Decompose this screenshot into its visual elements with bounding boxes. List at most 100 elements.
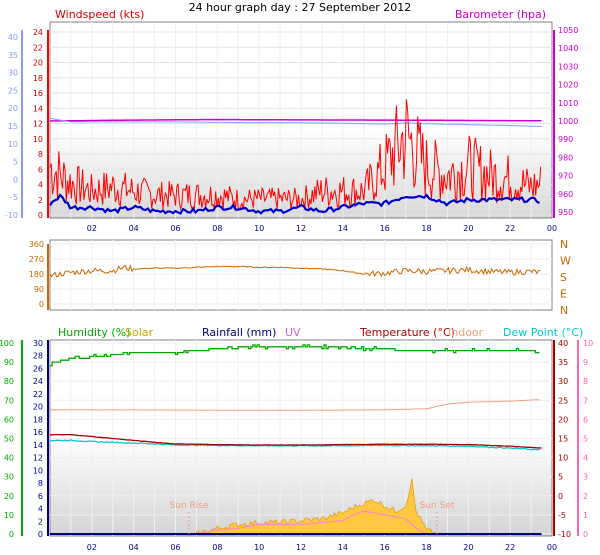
far-left-tick-label: 5 — [13, 158, 18, 167]
wind-tick-label: 8 — [38, 150, 43, 159]
humidity-tick-label: 30 — [4, 473, 14, 482]
humidity-tick-label: 90 — [4, 358, 14, 367]
far-left-tick-label: 25 — [8, 86, 18, 95]
temp-panel-ticks: 1009080706050403020100302826242220181614… — [0, 339, 593, 552]
uv-tick-label: 9 — [583, 358, 588, 367]
temp-tick-label: 10 — [558, 454, 568, 463]
hour-tick-label: 08 — [212, 543, 222, 552]
direction-tick-label: 360 — [29, 240, 44, 249]
baro-tick-label: 1040 — [558, 44, 578, 53]
baro-tick-label: 1010 — [558, 99, 578, 108]
temp-tick-label: 40 — [558, 339, 568, 348]
barometer-line — [49, 118, 542, 122]
humidity-tick-label: 40 — [4, 454, 14, 463]
hour-tick-label: 20 — [463, 224, 473, 233]
hour-tick-label: 20 — [463, 543, 473, 552]
rain-tick-label: 18 — [33, 415, 43, 424]
humidity-label: Humidity (%) — [58, 326, 130, 339]
temp-tick-label: 15 — [558, 435, 568, 444]
rain-tick-label: 12 — [33, 454, 43, 463]
rain-tick-label: 24 — [33, 377, 43, 386]
wind-tick-label: 4 — [38, 181, 43, 190]
baro-tick-label: 1020 — [558, 81, 578, 90]
rain-tick-label: 26 — [33, 364, 43, 373]
graph-title: 24 hour graph day : 27 September 2012 — [189, 1, 412, 14]
uv-tick-label: 4 — [583, 454, 588, 463]
wind-tick-label: 20 — [33, 59, 43, 68]
wind-tick-label: 14 — [33, 104, 43, 113]
hour-tick-label: 22 — [505, 543, 515, 552]
hour-tick-label: 12 — [296, 543, 306, 552]
temp-tick-label: 20 — [558, 415, 568, 424]
humidity-line — [50, 344, 540, 367]
dewpoint-label: Dew Point (°C) — [503, 326, 583, 339]
far-left-tick-label: 15 — [8, 122, 18, 131]
rain-tick-label: 4 — [38, 505, 43, 514]
temp-tick-label: 5 — [558, 473, 563, 482]
rain-tick-label: 0 — [38, 530, 43, 539]
rain-tick-label: 28 — [33, 352, 43, 361]
wind-panel-ticks: 2422201816141210864201050104010301020101… — [5, 26, 578, 233]
humidity-tick-label: 70 — [4, 396, 14, 405]
far-left-tick-label: 20 — [8, 104, 18, 113]
wind-average-line — [49, 193, 540, 215]
solar-label: Solar — [125, 326, 154, 339]
solar-area — [195, 478, 439, 535]
sunset-label: Sun Set — [420, 501, 455, 511]
hour-tick-label: 06 — [170, 543, 180, 552]
direction-tick-label: 0 — [39, 300, 44, 309]
humidity-tick-label: 60 — [4, 415, 14, 424]
far-left-tick-label: -5 — [10, 193, 18, 202]
windspeed-label: Windspeed (kts) — [55, 8, 144, 21]
direction-panel-grid — [50, 240, 552, 310]
barometer-secondary-line — [49, 117, 542, 127]
far-left-tick-label: -10 — [5, 211, 18, 220]
uv-tick-label: 5 — [583, 435, 588, 444]
wind-tick-label: 0 — [38, 211, 43, 220]
temp-tick-label: 25 — [558, 396, 568, 405]
wind-tick-label: 12 — [33, 120, 43, 129]
hour-tick-label: 10 — [254, 543, 264, 552]
temp-panel-grid — [50, 340, 552, 536]
uv-tick-label: 10 — [583, 339, 593, 348]
hour-tick-label: 08 — [212, 224, 222, 233]
wind-tick-label: 10 — [33, 135, 43, 144]
rain-tick-label: 22 — [33, 390, 43, 399]
hour-tick-label: 06 — [170, 224, 180, 233]
rain-tick-label: 2 — [38, 517, 43, 526]
rain-tick-label: 16 — [33, 428, 43, 437]
compass-label: E — [560, 288, 567, 301]
humidity-tick-label: 10 — [4, 511, 14, 520]
baro-tick-label: 960 — [558, 190, 573, 199]
hour-tick-label: 18 — [421, 543, 431, 552]
rain-tick-label: 20 — [33, 403, 43, 412]
temp-tick-label: -10 — [558, 530, 571, 539]
temp-tick-label: 30 — [558, 377, 568, 386]
baro-tick-label: 1030 — [558, 62, 578, 71]
wind-tick-label: 16 — [33, 89, 43, 98]
wind-direction-line — [49, 264, 541, 278]
baro-tick-label: 980 — [558, 153, 573, 162]
wind-tick-label: 6 — [38, 165, 43, 174]
humidity-tick-label: 0 — [9, 530, 14, 539]
hour-tick-label: 04 — [129, 543, 139, 552]
rain-tick-label: 30 — [33, 339, 43, 348]
compass-label: W — [560, 255, 571, 268]
temp-panel-series — [49, 344, 542, 535]
temp-panel-fills — [195, 478, 439, 535]
humidity-tick-label: 100 — [0, 339, 14, 348]
uv-tick-label: 0 — [583, 530, 588, 539]
hour-tick-label: 16 — [380, 543, 390, 552]
windspeed-line — [49, 99, 542, 211]
far-left-tick-label: 0 — [13, 175, 18, 184]
uv-tick-label: 6 — [583, 415, 588, 424]
wind-tick-label: 2 — [38, 196, 43, 205]
baro-tick-label: 970 — [558, 172, 573, 181]
baro-tick-label: 950 — [558, 208, 573, 217]
hour-tick-label: 04 — [129, 224, 139, 233]
wind-tick-label: 22 — [33, 43, 43, 52]
rain-tick-label: 14 — [33, 441, 43, 450]
dewpoint-line — [50, 439, 541, 451]
baro-tick-label: 990 — [558, 135, 573, 144]
uv-line — [196, 510, 429, 535]
